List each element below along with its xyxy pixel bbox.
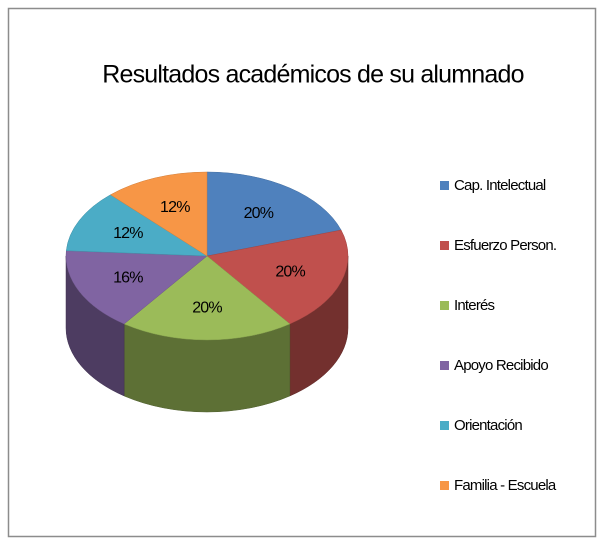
legend-label: Esfuerzo Person.: [454, 237, 556, 254]
legend-swatch: [440, 301, 449, 310]
data-label: 12%: [160, 199, 190, 216]
data-label: 20%: [275, 263, 305, 280]
legend-label: Cap. Intelectual: [454, 177, 546, 194]
data-label: 12%: [113, 225, 143, 242]
slice: [123, 255, 291, 341]
slice: [206, 229, 349, 325]
slice: [206, 171, 342, 257]
legend-swatch: [440, 181, 449, 190]
slice: [65, 250, 208, 325]
legend-label: Familia - Escuela: [454, 477, 557, 494]
legend-swatch: [440, 361, 449, 370]
chart-title: Resultados académicos de su alumnado: [102, 61, 523, 89]
data-label: 16%: [113, 269, 143, 286]
slice: [66, 194, 208, 257]
legend-label: Orientación: [454, 417, 522, 434]
legend-swatch: [440, 421, 449, 430]
data-label: 20%: [244, 205, 274, 222]
data-label: 20%: [192, 299, 222, 316]
slice: [109, 171, 208, 257]
legend-swatch: [440, 481, 449, 490]
legend-swatch: [440, 241, 449, 250]
legend-label: Apoyo Recibido: [454, 357, 548, 374]
legend-label: Interés: [454, 297, 495, 314]
